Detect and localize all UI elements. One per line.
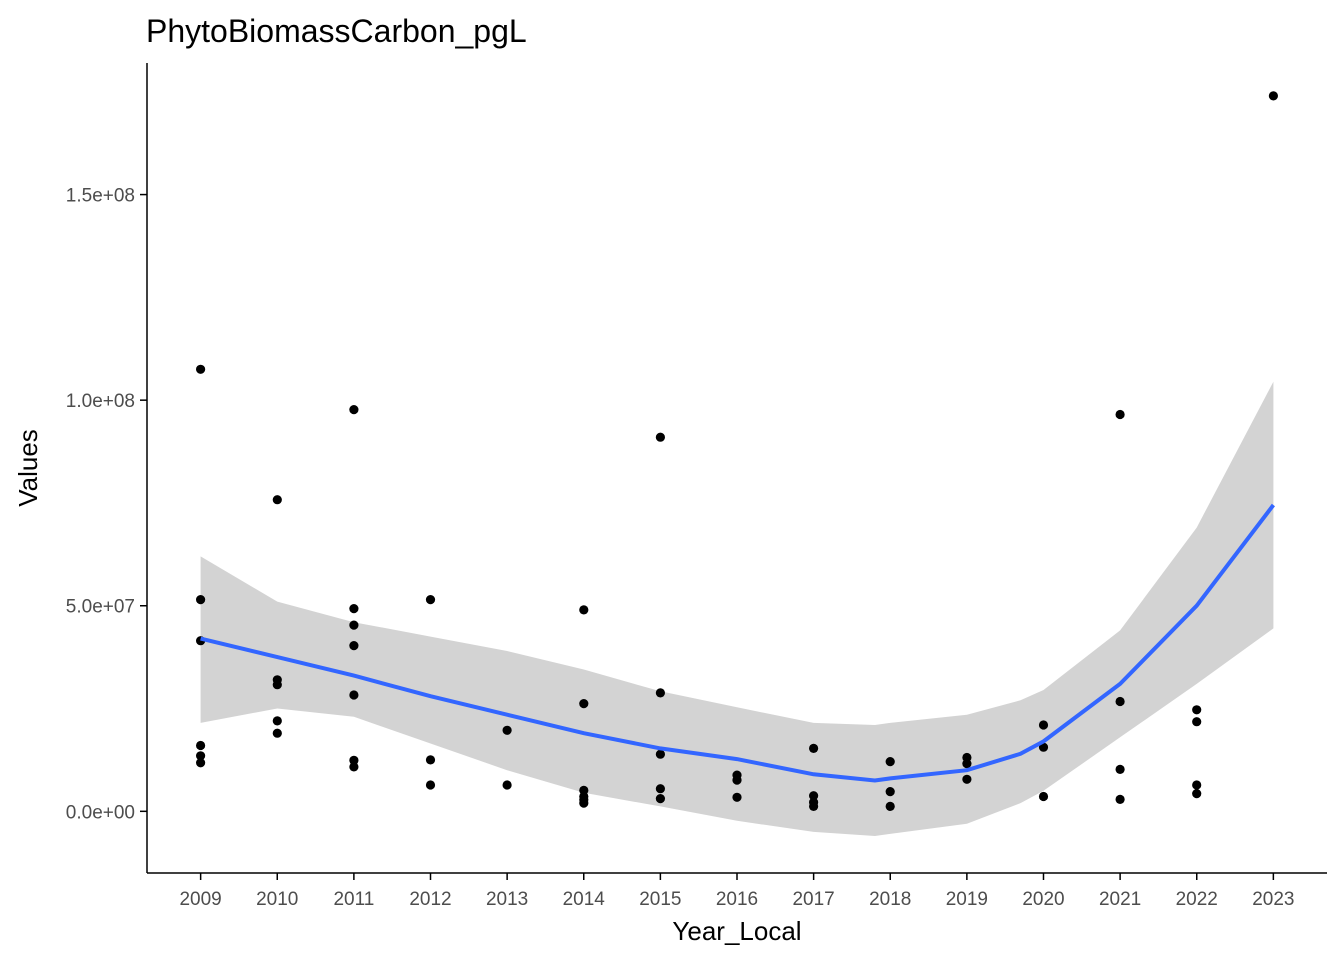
data-point [349, 620, 359, 630]
data-point [885, 787, 895, 797]
data-point [349, 604, 359, 614]
y-tick-label: 0.0e+00 [66, 802, 135, 823]
y-tick-label: 1.0e+08 [66, 391, 135, 412]
data-point [349, 762, 359, 772]
data-point [1192, 717, 1202, 727]
data-point [1192, 705, 1202, 715]
x-tick-label: 2013 [486, 889, 528, 910]
data-point [1115, 764, 1125, 775]
data-point [502, 725, 512, 735]
data-point [1115, 696, 1125, 707]
data-point [196, 758, 206, 768]
data-point [196, 751, 206, 761]
data-point [349, 405, 359, 415]
smooth-line [200, 503, 1275, 783]
data-point [962, 759, 972, 769]
x-tick-label: 2009 [179, 889, 221, 910]
y-tick-label: 1.5e+08 [66, 186, 135, 207]
data-point [1192, 789, 1202, 799]
x-tick-label: 2012 [409, 889, 451, 910]
confidence-band-layer [200, 381, 1274, 836]
x-tick-label: 2018 [869, 889, 911, 910]
x-tick-label: 2016 [716, 889, 758, 910]
x-tick-label: 2011 [333, 889, 374, 910]
data-point [196, 740, 206, 751]
data-point [272, 716, 282, 726]
x-tick-label: 2015 [639, 889, 681, 910]
data-point [809, 791, 819, 801]
data-point [196, 364, 206, 374]
points-layer [196, 91, 1278, 812]
data-point [1038, 791, 1049, 802]
x-axis: 2009 2010 2011 2012 2013 2014 2015 2016 2017 2018… [147, 872, 1327, 910]
y-ticks: 0.0e+00 5.0e+07 1.0e+08 1.5e+08 [66, 186, 147, 823]
data-point [579, 798, 589, 808]
data-point [885, 757, 895, 767]
data-point [655, 432, 666, 442]
data-point [425, 595, 436, 605]
data-point [425, 780, 436, 790]
data-point [349, 641, 359, 651]
x-ticks: 2009 2010 2011 2012 2013 2014 2015 2016 2017 2018… [179, 873, 1295, 910]
data-point [732, 792, 742, 802]
y-axis: 0.0e+00 5.0e+07 1.0e+08 1.5e+08 [66, 63, 148, 873]
x-tick-label: 2020 [1022, 889, 1064, 910]
y-axis-label: Values [13, 429, 43, 507]
data-point [732, 775, 742, 785]
data-point [655, 749, 666, 759]
x-tick-label: 2010 [256, 889, 298, 910]
data-point [1038, 720, 1049, 730]
data-point [579, 699, 589, 709]
y-tick-label: 5.0e+07 [66, 597, 135, 618]
x-tick-label: 2014 [563, 889, 606, 910]
x-tick-label: 2021 [1099, 889, 1141, 910]
data-point [272, 680, 282, 690]
chart-title: PhytoBiomassCarbon_pgL [146, 13, 527, 49]
data-point [579, 605, 589, 615]
data-point [1192, 780, 1202, 790]
data-point [655, 784, 666, 794]
data-point [349, 755, 359, 765]
data-point [349, 690, 359, 700]
x-axis-label: Year_Local [672, 916, 801, 946]
x-tick-label: 2019 [946, 889, 988, 910]
data-point [502, 780, 512, 790]
confidence-band [200, 381, 1274, 836]
data-point [885, 801, 895, 812]
data-point [962, 774, 972, 784]
data-point [1115, 409, 1125, 420]
data-point [272, 728, 282, 738]
data-point [272, 495, 282, 505]
data-point [196, 595, 206, 605]
data-point [655, 794, 666, 804]
data-point [809, 801, 819, 812]
data-point [425, 755, 436, 765]
data-point [809, 743, 819, 754]
data-point [655, 688, 666, 698]
x-tick-label: 2022 [1176, 889, 1218, 910]
data-point [1268, 91, 1278, 101]
smooth-line-layer [200, 503, 1275, 783]
x-tick-label: 2017 [792, 889, 834, 910]
data-point [1115, 794, 1125, 805]
x-tick-label: 2023 [1252, 889, 1294, 910]
